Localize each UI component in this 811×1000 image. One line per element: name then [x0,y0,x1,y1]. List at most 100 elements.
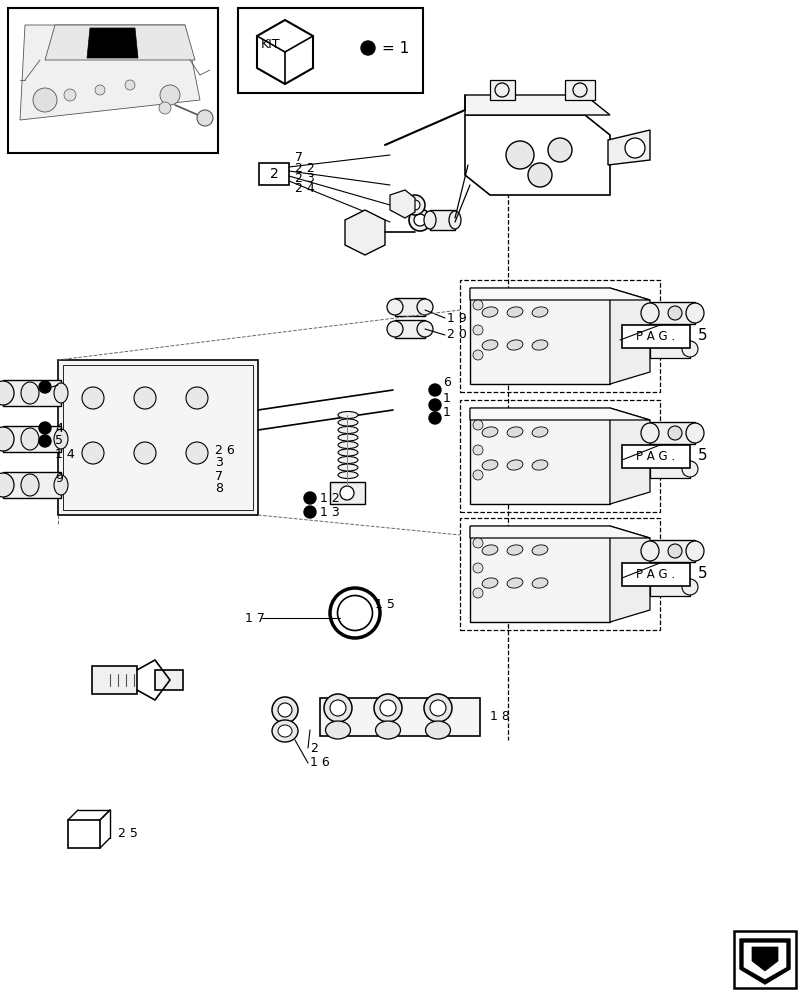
Bar [259,163,289,185]
Ellipse shape [277,703,292,717]
Bar [649,422,694,444]
Bar [470,408,609,504]
Bar [621,445,689,468]
Polygon shape [607,130,649,165]
Bar [155,670,182,690]
Circle shape [473,563,483,573]
Ellipse shape [531,340,547,350]
Ellipse shape [54,429,68,449]
Circle shape [95,85,105,95]
Bar [394,298,424,316]
Text: 2 2: 2 2 [294,162,315,175]
Bar [470,526,609,622]
Text: 1 7: 1 7 [245,611,264,624]
Ellipse shape [409,209,431,231]
Bar [3,472,61,498]
Text: 2 4: 2 4 [294,182,315,195]
Text: 1 3: 1 3 [320,506,339,518]
Polygon shape [45,25,195,60]
Polygon shape [257,20,312,84]
Text: 1 6: 1 6 [310,756,329,768]
Text: 2 0: 2 0 [446,328,466,342]
Ellipse shape [531,427,547,437]
Circle shape [473,350,483,360]
Text: = 1: = 1 [381,41,409,56]
Text: 1 9: 1 9 [446,312,466,324]
Circle shape [39,381,51,393]
Text: 1 8: 1 8 [489,710,509,722]
Bar [621,563,689,586]
Bar [92,666,137,694]
Text: 7: 7 [294,151,303,164]
Bar [470,288,609,384]
Ellipse shape [405,195,424,215]
Text: P A G .: P A G . [636,330,675,342]
Text: 5: 5 [697,566,706,582]
Text: 2: 2 [269,167,278,181]
Circle shape [473,300,483,310]
Ellipse shape [337,472,358,479]
Ellipse shape [0,381,14,405]
Bar [8,8,217,153]
Polygon shape [465,115,609,195]
Ellipse shape [410,200,419,210]
Ellipse shape [337,412,358,418]
Bar [460,280,659,392]
Bar [68,820,100,848]
Ellipse shape [329,700,345,716]
Circle shape [473,445,483,455]
Ellipse shape [685,423,703,443]
Ellipse shape [482,578,497,588]
Text: KIT: KIT [261,38,281,51]
Ellipse shape [337,449,358,456]
Ellipse shape [0,427,14,451]
Bar [460,400,659,512]
Ellipse shape [482,427,497,437]
Ellipse shape [531,578,547,588]
Ellipse shape [337,595,372,631]
Bar [3,426,61,452]
Ellipse shape [681,341,697,357]
Ellipse shape [506,307,522,317]
Ellipse shape [681,461,697,477]
Ellipse shape [0,473,14,497]
Polygon shape [609,408,649,504]
Circle shape [361,41,375,55]
Ellipse shape [417,321,432,337]
Circle shape [667,426,681,440]
Text: P A G .: P A G . [636,568,675,580]
Text: 5: 5 [55,434,63,448]
Polygon shape [489,80,514,100]
Ellipse shape [482,545,497,555]
Text: 1: 1 [443,406,450,420]
Polygon shape [470,408,649,420]
Ellipse shape [531,307,547,317]
Bar [621,325,689,348]
Text: 5: 5 [697,328,706,344]
Ellipse shape [337,434,358,441]
Polygon shape [739,939,789,984]
Polygon shape [751,947,777,971]
Text: P A G .: P A G . [636,450,675,462]
Bar [649,340,689,358]
Circle shape [527,163,551,187]
Polygon shape [743,943,785,979]
Text: 2 3: 2 3 [294,172,315,185]
Ellipse shape [374,694,401,722]
Ellipse shape [375,721,400,739]
Text: 1 2: 1 2 [320,491,339,504]
Bar [649,578,689,596]
Ellipse shape [272,720,298,742]
Ellipse shape [54,475,68,495]
Ellipse shape [425,721,450,739]
Circle shape [64,89,76,101]
Ellipse shape [21,382,39,404]
Ellipse shape [423,211,436,229]
Circle shape [186,442,208,464]
Ellipse shape [506,545,522,555]
Circle shape [667,544,681,558]
Ellipse shape [482,307,497,317]
Ellipse shape [324,694,351,722]
Bar [649,302,694,324]
Ellipse shape [506,340,522,350]
